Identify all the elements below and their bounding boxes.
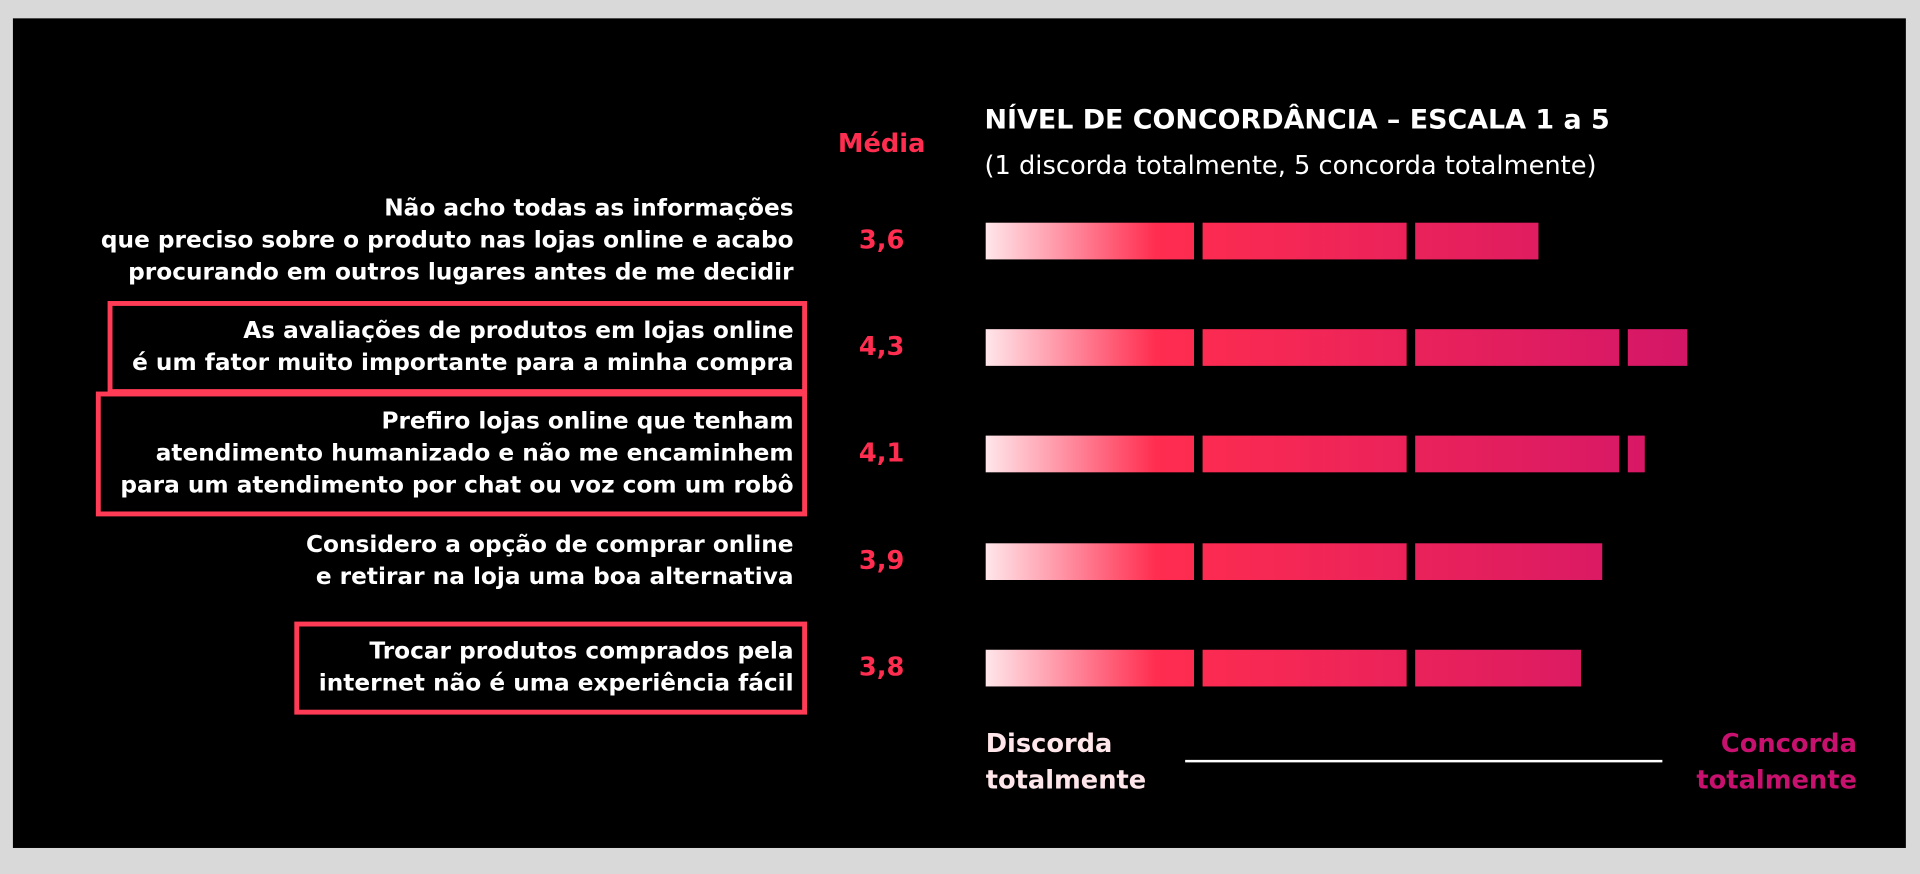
category-label: Trocar produtos comprados pela bbox=[369, 638, 793, 665]
scale-label: Concorda totalmente bbox=[1696, 728, 1857, 795]
category-label: e retirar na loja uma boa alternativa bbox=[316, 563, 794, 590]
category-label: internet não é uma experiência fácil bbox=[319, 670, 794, 697]
value-label: 3,6 bbox=[859, 226, 905, 256]
category-label: Prefiro lojas online que tenham bbox=[381, 408, 793, 435]
category-label: é um fator muito importante para a minha… bbox=[132, 349, 794, 376]
bar bbox=[985, 543, 1603, 580]
bar bbox=[985, 329, 1688, 366]
panel bbox=[12, 18, 1906, 848]
scale-label: Discorda totalmente bbox=[986, 728, 1147, 795]
category-label: atendimento humanizado e não me encaminh… bbox=[156, 439, 794, 466]
bar bbox=[985, 435, 1645, 473]
value-label: 3,9 bbox=[859, 546, 905, 576]
category-label: As avaliações de produtos em lojas onlin… bbox=[243, 317, 793, 344]
category-label: para um atendimento por chat ou voz com … bbox=[120, 471, 793, 498]
chart-title: NÍVEL DE CONCORDÂNCIA – ESCALA 1 a 5 bbox=[984, 104, 1609, 136]
value-header: Média bbox=[838, 129, 926, 159]
category-label: procurando em outros lugares antes de me… bbox=[128, 258, 794, 285]
value-label: 4,3 bbox=[859, 332, 905, 362]
highlight-box bbox=[95, 391, 808, 517]
value-label: 3,8 bbox=[859, 653, 905, 683]
bar bbox=[985, 649, 1581, 687]
chart-subtitle: (1 discorda totalmente, 5 concorda total… bbox=[984, 151, 1596, 181]
category-label: Não acho todas as informações bbox=[384, 195, 793, 222]
category-label: que preciso sobre o produto nas lojas on… bbox=[101, 227, 794, 254]
highlight-box bbox=[294, 621, 808, 715]
value-label: 4,1 bbox=[859, 438, 905, 468]
category-label: Considero a opção de comprar online bbox=[306, 531, 794, 558]
bar bbox=[985, 222, 1539, 260]
